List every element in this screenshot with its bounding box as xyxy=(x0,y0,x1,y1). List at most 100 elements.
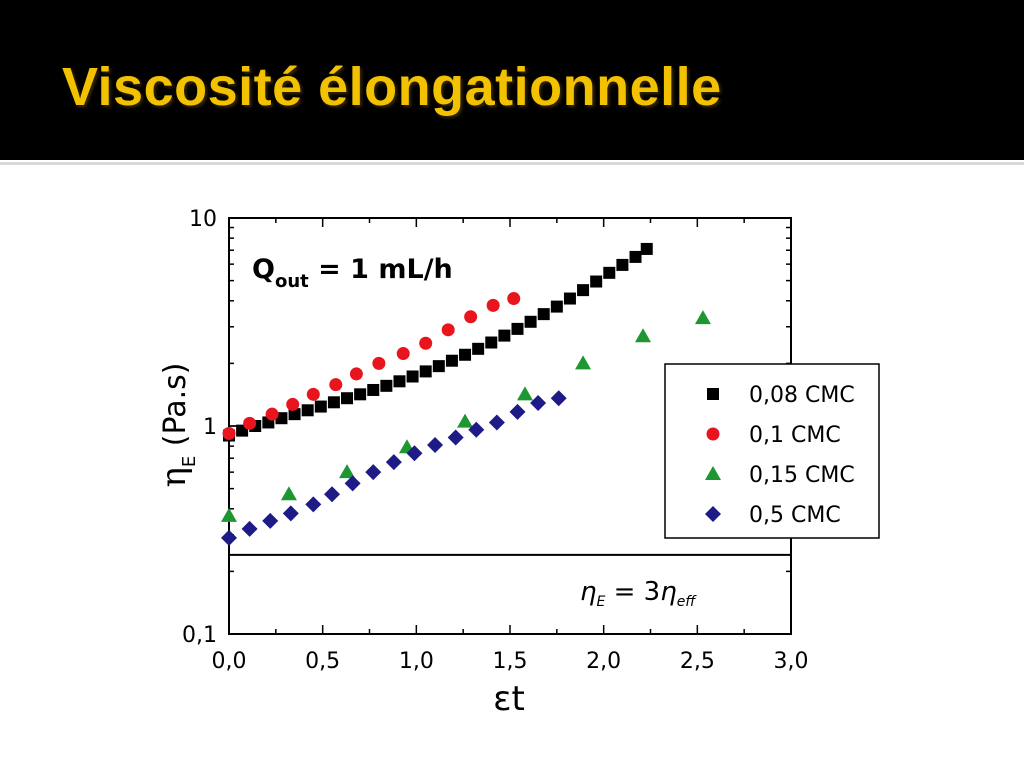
chart-text: Qout = 1 mL/h εt ηE (Pa.s) ηE = 3ηeff xyxy=(154,254,697,719)
chart-marks xyxy=(221,242,711,546)
data-point-diamond xyxy=(221,529,237,546)
data-point-diamond xyxy=(385,454,402,471)
data-point-square xyxy=(314,400,327,413)
data-point-square xyxy=(445,354,458,367)
data-point-diamond xyxy=(468,421,485,438)
data-point-square xyxy=(616,258,629,271)
data-point-square xyxy=(563,292,576,305)
data-point-triangle xyxy=(457,413,474,428)
equation-lhs: η xyxy=(580,577,596,607)
data-point-square xyxy=(640,242,653,255)
data-point-square xyxy=(577,284,590,297)
data-point-triangle xyxy=(516,386,533,401)
legend-label: 0,5 CMC xyxy=(749,503,841,528)
plot-area: 0,0 0,5 1,0 1,5 2,0 2,5 3,0 0,1 1 10 xyxy=(182,207,809,674)
data-point-diamond xyxy=(365,464,382,481)
y-tick-label: 1 xyxy=(203,415,217,440)
data-point-diamond xyxy=(305,496,322,513)
legend-label: 0,15 CMC xyxy=(749,463,855,488)
flow-rate-symbol: Q xyxy=(252,254,275,285)
data-point-circle xyxy=(222,427,236,441)
legend-marker-circle xyxy=(706,427,720,441)
flow-rate-subscript: out xyxy=(275,271,309,292)
flow-rate-annotation: Qout = 1 mL/h xyxy=(252,254,453,292)
series-circle xyxy=(222,292,521,441)
data-point-circle xyxy=(243,416,257,430)
data-point-triangle xyxy=(575,355,592,370)
legend-box xyxy=(664,363,880,539)
data-point-square xyxy=(367,383,380,396)
data-point-triangle xyxy=(635,328,652,343)
data-point-triangle xyxy=(280,486,297,501)
data-point-square xyxy=(629,250,642,263)
title-divider xyxy=(0,162,1024,165)
legend: 0,08 CMC 0,1 CMC 0,15 CMC 0,5 CMC xyxy=(664,363,880,539)
data-point-square xyxy=(498,329,511,342)
x-tick-label: 1,0 xyxy=(399,649,434,674)
data-point-square xyxy=(432,360,445,373)
data-point-diamond xyxy=(344,475,361,492)
equation-rhs: η xyxy=(660,577,676,607)
data-point-diamond xyxy=(447,429,464,446)
data-point-square xyxy=(511,322,524,335)
data-point-triangle xyxy=(339,464,356,479)
data-point-square xyxy=(327,396,340,409)
y-axis-unit: (Pa.s) xyxy=(158,363,193,456)
data-point-square xyxy=(393,375,406,388)
data-point-square xyxy=(485,336,498,349)
x-axis-label: εt xyxy=(493,679,525,719)
data-point-diamond xyxy=(262,512,279,529)
data-point-diamond xyxy=(530,394,547,411)
legend-marker-square xyxy=(707,388,719,400)
equation-annotation: ηE = 3ηeff xyxy=(580,577,697,610)
data-point-circle xyxy=(306,387,320,401)
y-axis-symbol: η xyxy=(154,467,194,487)
x-tick-label: 2,0 xyxy=(586,649,621,674)
legend-label: 0,08 CMC xyxy=(749,383,855,408)
data-point-circle xyxy=(329,378,343,392)
data-point-square xyxy=(472,342,485,355)
flow-rate-value: = 1 mL/h xyxy=(309,254,453,285)
data-point-square xyxy=(590,275,603,288)
data-point-diamond xyxy=(427,437,444,454)
x-tick-label: 2,5 xyxy=(680,649,715,674)
data-point-circle xyxy=(286,397,300,411)
x-tick-label: 0,5 xyxy=(305,649,340,674)
slide-title: Viscosité élongationnelle xyxy=(62,57,722,117)
y-axis-label: ηE (Pa.s) xyxy=(154,363,200,488)
series-diamond xyxy=(221,390,567,546)
equation-mid: = 3 xyxy=(605,577,660,607)
data-point-square xyxy=(341,392,354,405)
equation-lhs-sub: E xyxy=(596,594,605,610)
data-point-circle xyxy=(265,407,279,421)
equation-rhs-sub: eff xyxy=(677,594,698,610)
data-point-circle xyxy=(349,367,363,381)
data-point-circle xyxy=(396,347,410,361)
x-tick-label: 0,0 xyxy=(212,649,247,674)
data-point-diamond xyxy=(324,486,341,503)
x-tick-label: 1,5 xyxy=(493,649,528,674)
data-point-circle xyxy=(441,323,455,337)
legend-marker-diamond xyxy=(705,506,721,522)
data-point-diamond xyxy=(241,520,258,537)
data-point-circle xyxy=(507,292,521,306)
data-point-square xyxy=(301,404,314,417)
series-square xyxy=(223,242,653,442)
data-point-circle xyxy=(464,310,478,324)
data-point-circle xyxy=(486,298,500,312)
data-point-diamond xyxy=(550,390,567,407)
data-point-square xyxy=(354,388,367,401)
data-point-diamond xyxy=(406,445,423,462)
data-point-square xyxy=(288,408,301,421)
data-point-square xyxy=(419,365,432,378)
data-point-square xyxy=(537,308,550,321)
data-point-diamond xyxy=(488,414,505,431)
data-point-square xyxy=(459,348,472,361)
data-point-square xyxy=(524,315,537,328)
data-point-circle xyxy=(419,336,433,350)
y-axis-subscript: E xyxy=(179,456,200,467)
data-point-triangle xyxy=(221,507,237,522)
data-point-circle xyxy=(372,356,386,370)
legend-label: 0,1 CMC xyxy=(749,423,841,448)
